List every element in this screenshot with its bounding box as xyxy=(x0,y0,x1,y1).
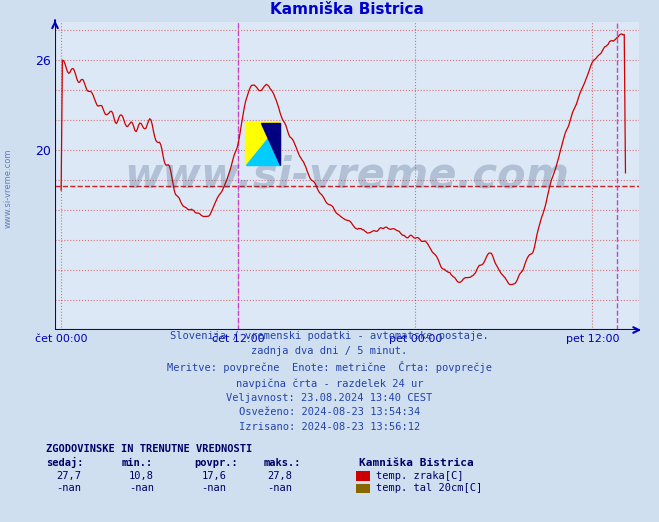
Text: Slovenija / vremenski podatki - avtomatske postaje.
zadnja dva dni / 5 minut.
Me: Slovenija / vremenski podatki - avtomats… xyxy=(167,331,492,432)
Text: www.si-vreme.com: www.si-vreme.com xyxy=(3,148,13,228)
Text: temp. zraka[C]: temp. zraka[C] xyxy=(376,471,463,481)
Text: maks.:: maks.: xyxy=(264,458,301,468)
Text: povpr.:: povpr.: xyxy=(194,458,238,468)
Polygon shape xyxy=(246,123,280,165)
Text: Kamniška Bistrica: Kamniška Bistrica xyxy=(359,458,474,468)
Text: 10,8: 10,8 xyxy=(129,471,154,481)
Text: ZGODOVINSKE IN TRENUTNE VREDNOSTI: ZGODOVINSKE IN TRENUTNE VREDNOSTI xyxy=(46,444,252,454)
Text: -nan: -nan xyxy=(129,483,154,493)
Text: -nan: -nan xyxy=(202,483,227,493)
Text: min.:: min.: xyxy=(122,458,153,468)
Polygon shape xyxy=(246,123,280,165)
Text: www.si-vreme.com: www.si-vreme.com xyxy=(125,155,569,197)
Text: 27,7: 27,7 xyxy=(57,471,82,481)
Text: -nan: -nan xyxy=(57,483,82,493)
Text: sedaj:: sedaj: xyxy=(46,457,84,468)
Text: -nan: -nan xyxy=(268,483,293,493)
Polygon shape xyxy=(261,123,280,165)
Text: temp. tal 20cm[C]: temp. tal 20cm[C] xyxy=(376,483,482,493)
Text: 17,6: 17,6 xyxy=(202,471,227,481)
Title: Kamniška Bistrica: Kamniška Bistrica xyxy=(270,2,424,17)
Text: 27,8: 27,8 xyxy=(268,471,293,481)
